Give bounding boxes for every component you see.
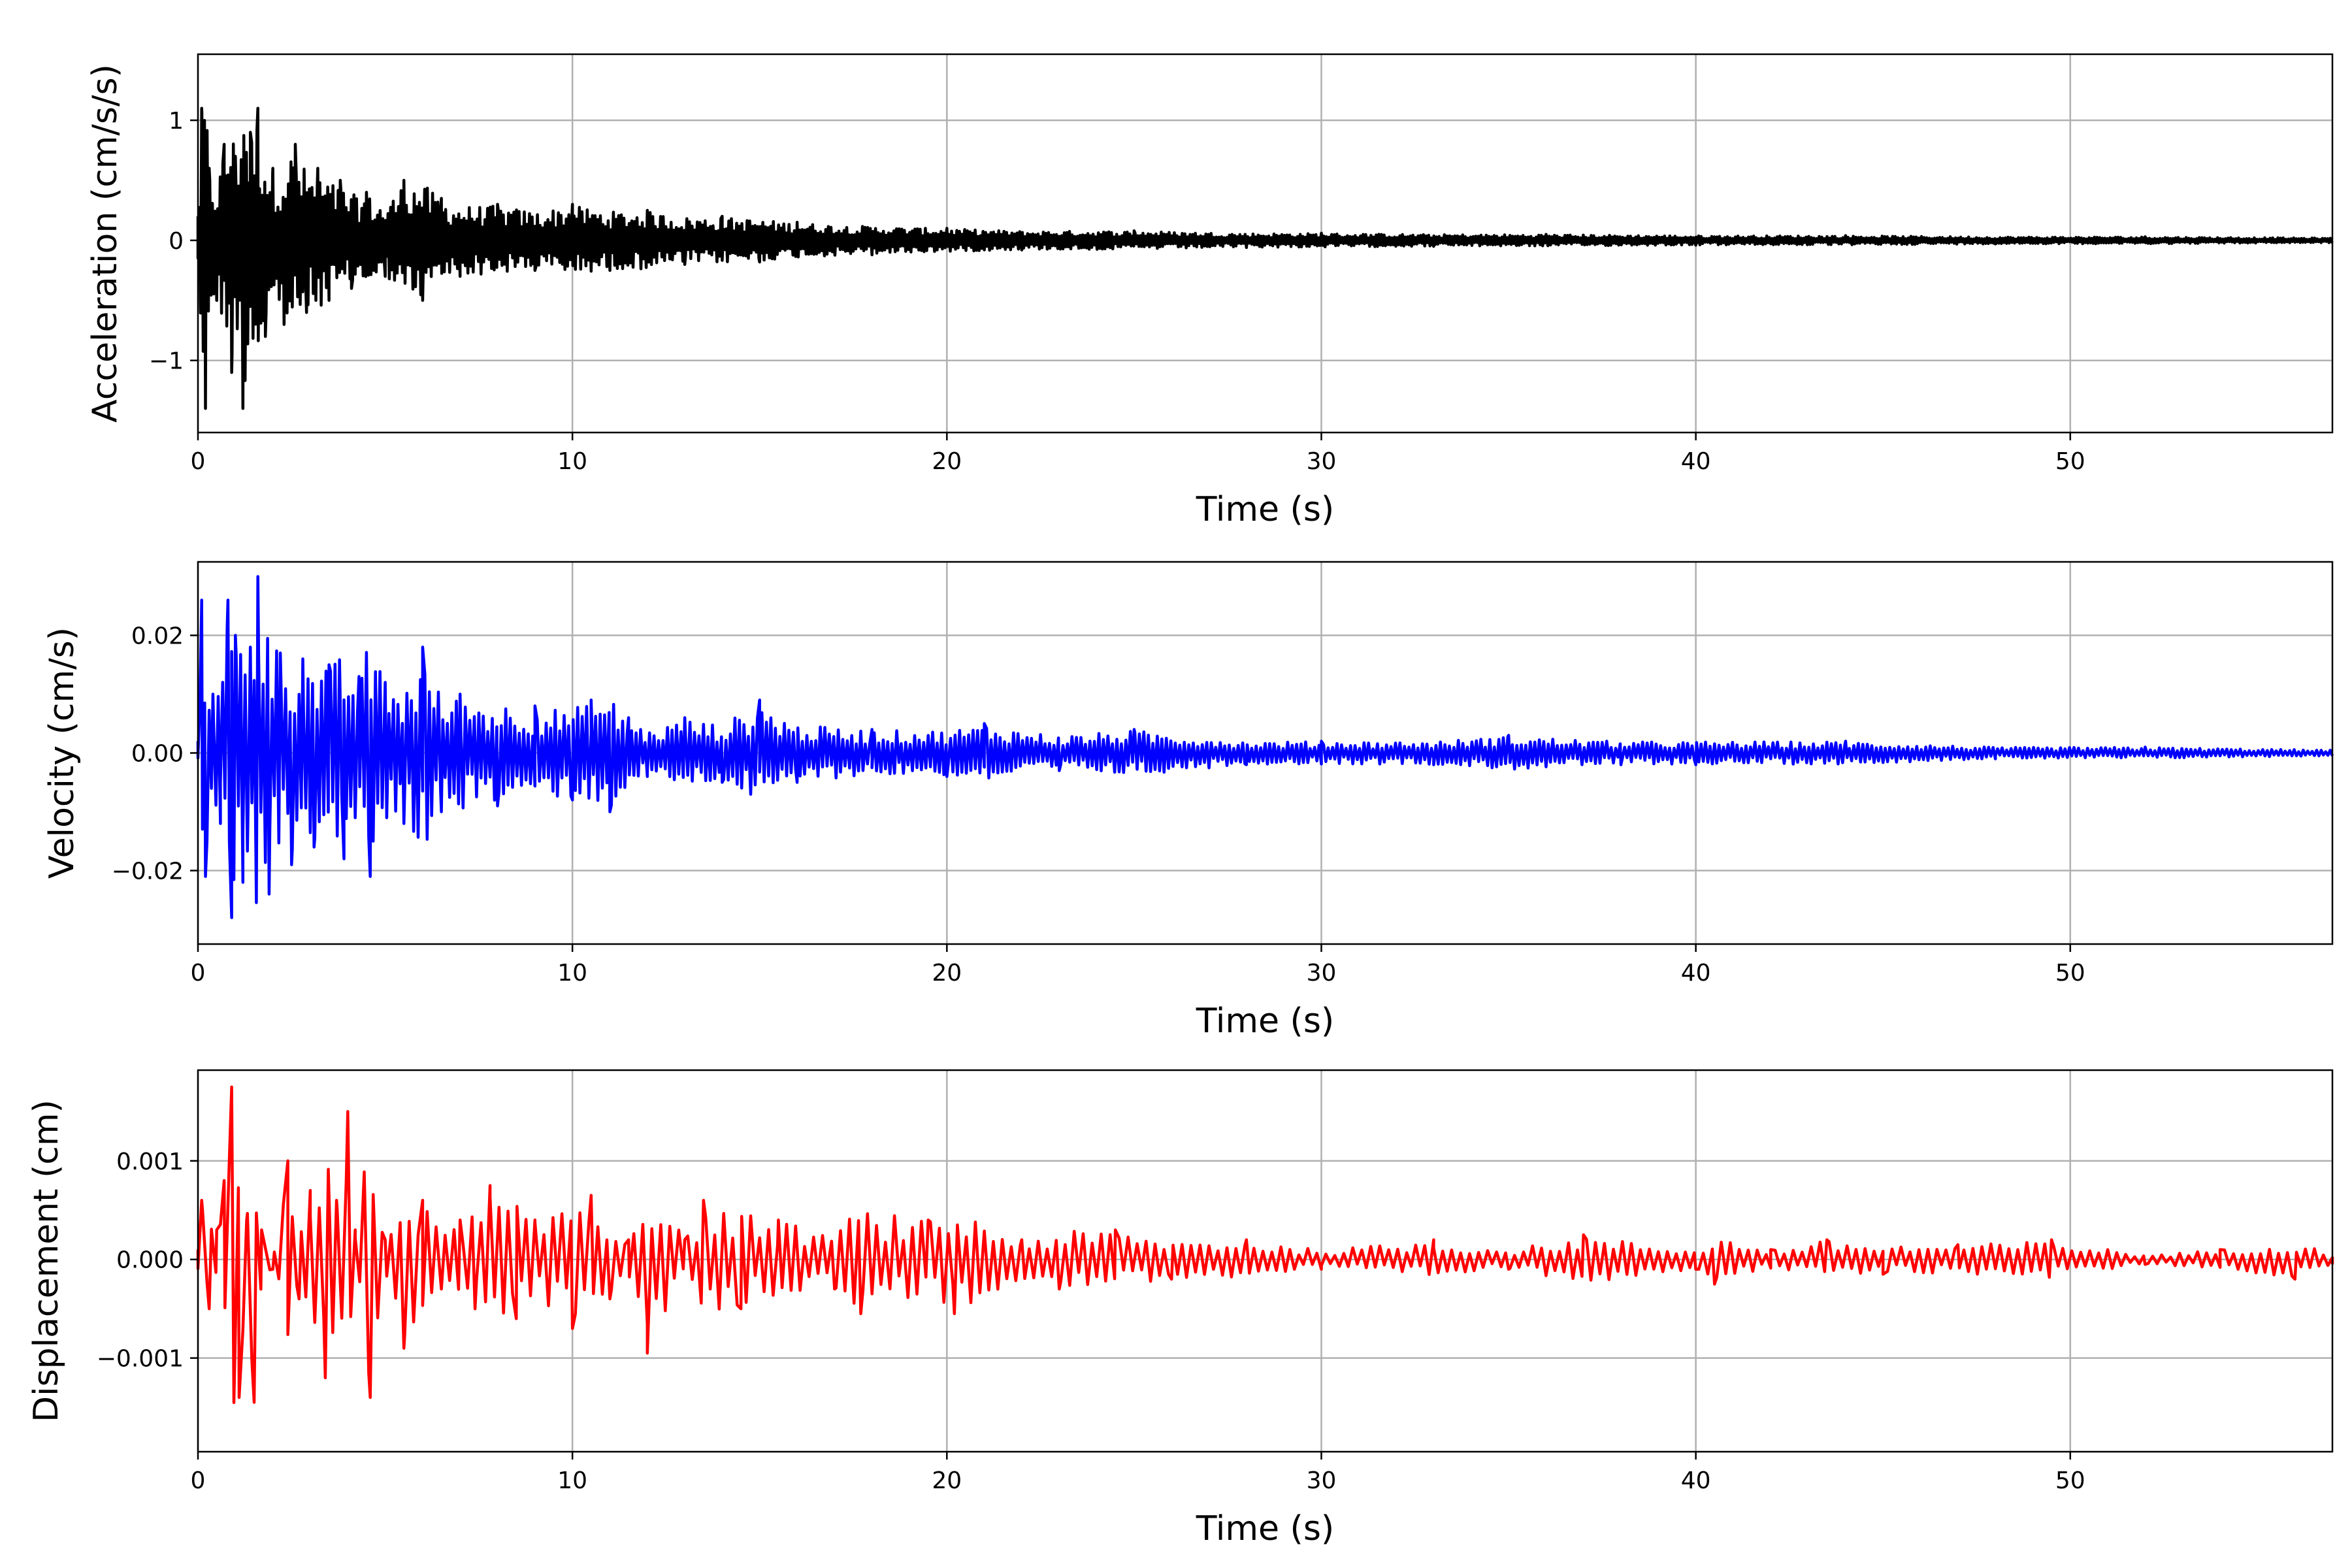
y-axis-title: Velocity (cm/s) [42,627,82,879]
displacement-panel: 0 10 20 30 40 50 −0.001 0.000 0.001 Time (s) Displ… [27,1069,2334,1548]
x-tick-label: 0 [191,1467,206,1494]
x-tick-label: 20 [932,960,962,987]
x-tick-label: 0 [191,960,206,987]
y-tick-label: 0.00 [131,741,184,768]
plot-frame [197,1069,2334,1453]
y-tick-label: −0.02 [112,858,184,885]
y-tick-label: 0.000 [116,1247,184,1274]
x-tick-label: 0 [191,448,206,475]
x-tick-label: 30 [1307,960,1337,987]
y-tick-label: 1 [169,108,184,135]
x-tick-label: 40 [1681,960,1711,987]
acceleration-panel: 0 10 20 30 40 50 −1 0 1 Time (s) Acceleration (cm/… [86,53,2334,529]
x-axis-title: Time (s) [1196,490,1334,529]
x-tick-label: 30 [1307,448,1337,475]
velocity-panel: 0 10 20 30 40 50 −0.02 0.00 0.02 Time (s) Velocity… [42,561,2334,1041]
acceleration-series-line [196,106,2334,410]
y-axis-title: Acceleration (cm/s/s) [86,64,125,423]
x-tick-label: 20 [932,448,962,475]
x-tick-label: 10 [557,1467,587,1494]
x-axis-title: Time (s) [1196,1002,1334,1041]
x-tick-label: 10 [557,448,587,475]
y-tick-label: −1 [149,348,184,375]
x-tick-label: 10 [557,960,587,987]
x-tick-label: 40 [1681,448,1711,475]
y-axis-title: Displacement (cm) [27,1100,66,1422]
velocity-series-line [196,575,2334,919]
x-axis-title: Time (s) [1196,1509,1334,1548]
x-tick-label: 40 [1681,1467,1711,1494]
x-tick-label: 50 [2055,1467,2085,1494]
y-tick-label: 0 [169,228,184,255]
y-tick-label: 0.02 [131,623,184,650]
x-tick-label: 30 [1307,1467,1337,1494]
x-tick-label: 50 [2055,448,2085,475]
displacement-series-line [196,1085,2334,1405]
y-tick-label: −0.001 [97,1346,184,1373]
y-tick-label: 0.001 [116,1149,184,1175]
x-tick-label: 50 [2055,960,2085,987]
plot-frame [197,53,2334,434]
x-tick-label: 20 [932,1467,962,1494]
